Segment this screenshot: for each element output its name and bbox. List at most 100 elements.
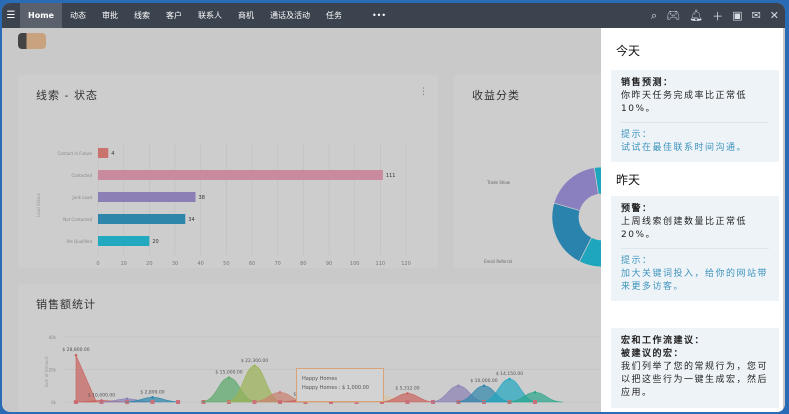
y-tick-label: Contact in Future (58, 151, 93, 156)
today-heading: 今天 (616, 44, 641, 58)
bar (98, 236, 150, 246)
company-logo (18, 33, 46, 49)
data-point (482, 384, 486, 388)
data-label: $ 5,312.00 (395, 385, 419, 391)
x-tick-label: 40 (197, 261, 203, 267)
chart-tooltip: Happy Homes Happy Homes : $ 1,000.00 (296, 368, 384, 402)
top-nav: ☰ Home 动态 审批 线索 客户 联系人 商机 通话及活动 任务 ••• ⌕… (2, 3, 785, 28)
data-point (457, 384, 460, 388)
data-point (150, 400, 155, 404)
data-point (508, 377, 511, 381)
donut-slice (553, 167, 599, 212)
bar (98, 170, 383, 180)
x-tick-label: 30 (172, 261, 178, 267)
data-label: $ 22,300.00 (241, 358, 268, 364)
revenue-card: 收益分类 Trade Show Email Referral (454, 75, 614, 268)
data-label: 34 (188, 217, 194, 223)
tip-text: 试试在最佳联系时间沟通。 (621, 143, 748, 153)
x-tick-label: 120 (401, 261, 411, 267)
macro-title: 宏和工作流建议： (621, 336, 706, 346)
nav-accounts[interactable]: 客户 (165, 11, 182, 20)
card-title: 线索 - 状态 (36, 89, 98, 102)
data-point (533, 400, 537, 404)
nav-contacts[interactable]: 联系人 (197, 11, 222, 20)
donut-label: Email Referral (484, 259, 513, 264)
y-tick-label: Contacted (71, 173, 92, 178)
nav-activities[interactable]: 通话及活动 (269, 11, 310, 20)
gamepad-icon[interactable]: 🎮︎ (666, 9, 681, 22)
data-label: $ 14,150.00 (496, 371, 523, 377)
yesterday-heading: 昨天 (616, 173, 641, 187)
y-tick-label: Pre Qualified (66, 239, 92, 244)
data-label: $ 10,000.00 (470, 378, 497, 384)
insight-text: 你昨天任务完成率比正常低10%。 (621, 91, 748, 114)
y-tick-label: Not Contacted (63, 217, 92, 222)
dashboard: 线索 - 状态 ⋮ 0 10 20 30 40 50 60 70 80 90 100 110 120 Co… (2, 28, 618, 412)
data-label: $ 28,800.00 (62, 347, 89, 353)
tools-icon[interactable]: ✕ (769, 9, 779, 22)
data-point (278, 390, 282, 394)
card-title: 收益分类 (472, 89, 520, 102)
menu-icon[interactable]: ☰ (6, 10, 16, 21)
tip-title: 提示： (621, 256, 653, 266)
y-tick-label: 20k (49, 368, 57, 373)
tip-title: 提示： (621, 130, 653, 140)
data-point (406, 392, 409, 395)
data-point (405, 400, 410, 404)
insight-title: 销售预测： (621, 78, 674, 88)
donut-label: Trade Show (487, 180, 511, 185)
nav-leads[interactable]: 线索 (133, 11, 150, 20)
mail-icon[interactable]: ✉ (751, 9, 761, 22)
x-tick-label: 50 (223, 261, 229, 267)
more-options-icon[interactable]: ⋮ (419, 87, 428, 97)
data-point (74, 353, 78, 357)
nav-home[interactable]: Home (20, 3, 62, 28)
app-window: ☰ Home 动态 审批 线索 客户 联系人 商机 通话及活动 任务 ••• ⌕… (2, 3, 785, 412)
x-tick-label: 20 (146, 261, 152, 267)
data-point (125, 397, 129, 401)
x-tick-label: 100 (350, 261, 360, 267)
data-point (533, 390, 537, 394)
nav-tasks[interactable]: 任务 (325, 11, 342, 20)
x-tick-label: 0 (96, 261, 99, 267)
macro-text: 我们列举了您的常规行为，您可以把这些行为一键生成宏，然后应用。 (621, 362, 769, 398)
tip-text: 加大关键词投入，给你的网站带来更多访客。 (621, 269, 769, 292)
y-tick-label: 0k (51, 400, 57, 405)
nav-feed[interactable]: 动态 (69, 11, 86, 20)
bell-icon[interactable]: 🔔︎ (689, 9, 704, 22)
y-axis-label: Lead Status (36, 193, 41, 217)
data-label: $ 10,000.00 (88, 392, 115, 398)
search-icon[interactable]: ⌕ (651, 8, 658, 22)
data-label: 111 (386, 173, 396, 179)
data-label: 38 (199, 195, 205, 201)
y-tick-label: 40k (49, 335, 57, 340)
macro-suggestion: 宏和工作流建议： 被建议的宏： 我们列举了您的常规行为，您可以把这些行为一键生成… (611, 328, 779, 408)
x-tick-label: 70 (274, 261, 280, 267)
sales-card: 销售额统计 0k 20k 40k Sum of Amount $ 28,800.00 $ … (18, 284, 618, 412)
calendar-icon[interactable]: ▣ (732, 9, 743, 22)
insight-text: 上周线索创建数量比正常低20%。 (621, 217, 748, 240)
insight-title: 预警： (621, 204, 653, 214)
data-label: 4 (111, 151, 114, 157)
bar (98, 148, 109, 158)
yesterday-insight: 预警： 上周线索创建数量比正常低20%。 提示： 加大关键词投入，给你的网站带来更… (611, 196, 779, 301)
data-point (176, 400, 180, 404)
x-tick-label: 60 (249, 261, 255, 267)
today-insight: 销售预测： 你昨天任务完成率比正常低10%。 提示： 试试在最佳联系时间沟通。 (611, 70, 779, 162)
tooltip-title: Happy Homes (302, 376, 338, 382)
plus-icon[interactable]: ＋ (712, 9, 724, 23)
data-point (151, 395, 154, 399)
data-point (227, 376, 231, 379)
nav-approval[interactable]: 审批 (101, 11, 118, 20)
nav-deals[interactable]: 商机 (237, 11, 254, 20)
data-point (253, 364, 256, 368)
insights-panel: 今天 销售预测： 你昨天任务完成率比正常低10%。 提示： 试试在最佳联系时间沟通… (601, 28, 783, 412)
card-title: 销售额统计 (36, 298, 96, 311)
nav-more[interactable]: ••• (371, 11, 387, 20)
bar (98, 192, 196, 202)
y-tick-label: Junk Lead (72, 195, 93, 200)
x-tick-label: 90 (326, 261, 332, 267)
data-label: 20 (152, 239, 158, 245)
lead-status-chart: 0 10 20 30 40 50 60 70 80 90 100 110 120 Contact in F… (36, 143, 411, 267)
tooltip-value: Happy Homes : $ 1,000.00 (302, 385, 369, 391)
